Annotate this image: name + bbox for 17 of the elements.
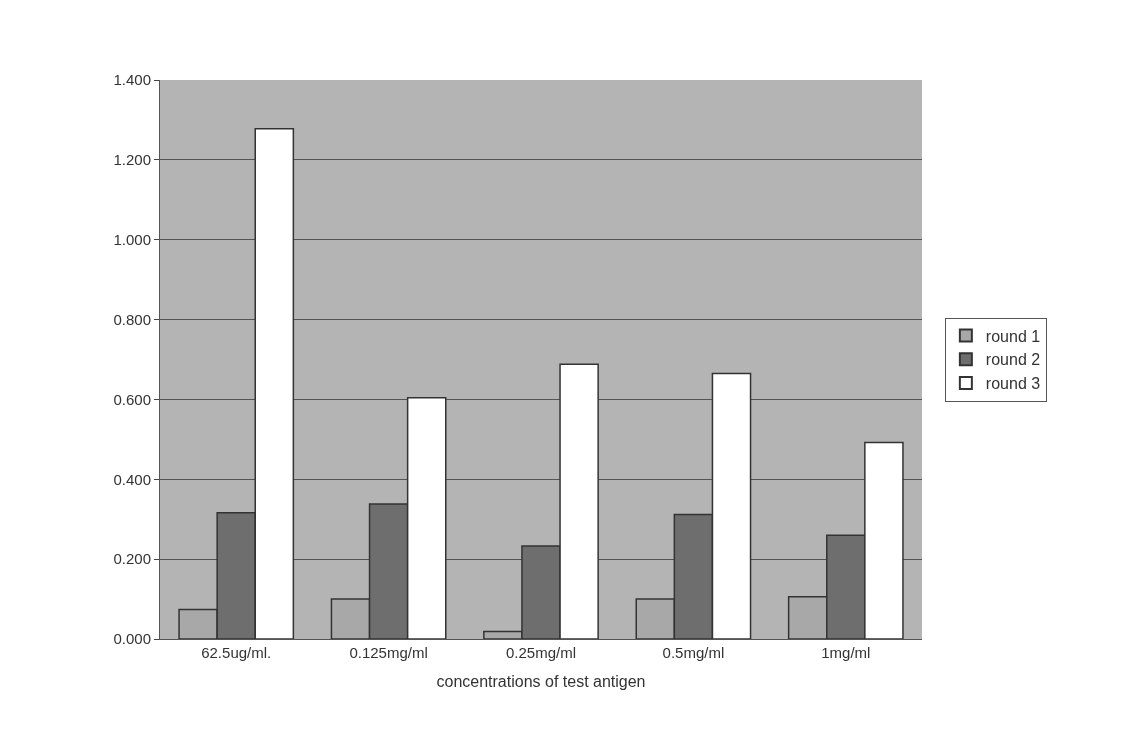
legend-label: round 1 [985, 327, 1041, 345]
x-tick-label: 0.25mg/ml [505, 644, 577, 661]
x-axis-title: concentrations of test antigen [436, 672, 646, 690]
y-tick-label: 0.600 [113, 390, 151, 408]
y-tick-label: 0.200 [113, 550, 151, 568]
x-tick-label: 0.5mg/ml [662, 644, 725, 661]
y-tick-label: 0.400 [113, 470, 151, 488]
y-tick-label: 1.200 [113, 151, 151, 169]
x-tick-label: 62.5ug/ml. [201, 644, 272, 661]
y-tick-label: 0.000 [113, 630, 151, 648]
y-tick-label: 0.800 [113, 310, 151, 328]
legend-label: round 3 [985, 375, 1041, 393]
legend-label: round 2 [985, 351, 1041, 369]
y-tick-label: 1.400 [113, 71, 151, 89]
x-tick-label: 1mg/ml [821, 644, 871, 661]
y-tick-label: 1.000 [113, 230, 151, 248]
x-tick-label: 0.125mg/ml [349, 644, 428, 661]
